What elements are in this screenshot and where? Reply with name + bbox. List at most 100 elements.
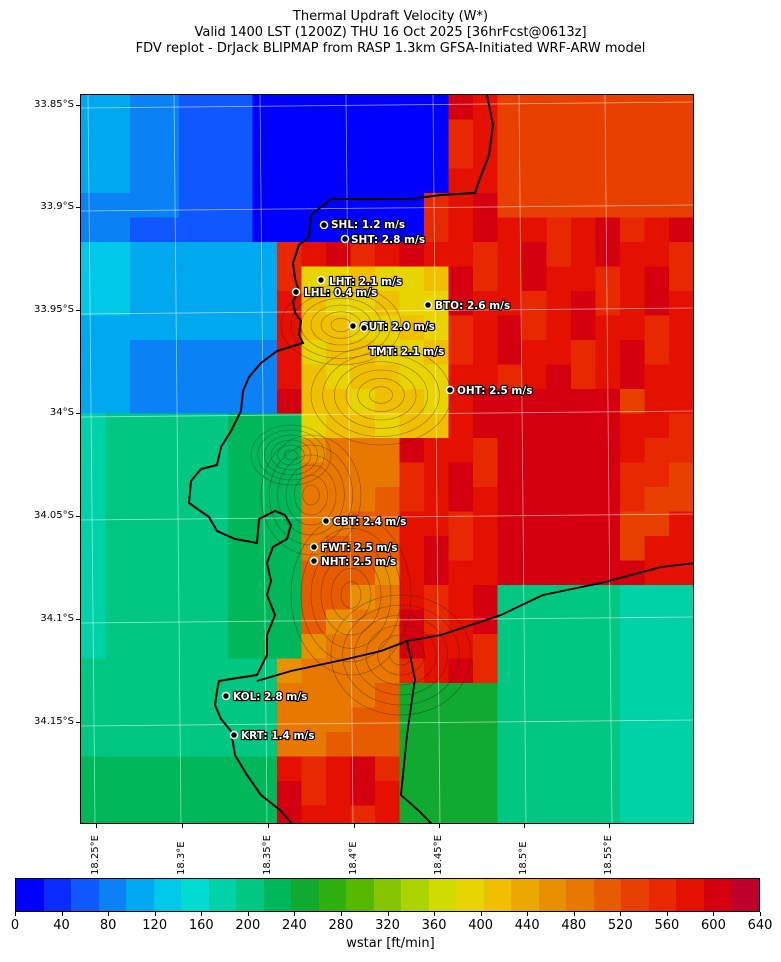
heatmap-cell <box>375 193 400 218</box>
longitude-tick <box>96 824 97 828</box>
heatmap-cell <box>497 560 523 586</box>
site-marker-kol[interactable] <box>221 691 231 701</box>
heatmap-cell <box>644 144 670 169</box>
site-marker-tmt[interactable] <box>359 323 369 333</box>
colorbar-swatch <box>648 879 678 911</box>
heatmap-cell <box>694 757 695 782</box>
heatmap-cell <box>105 683 131 708</box>
heatmap-cell <box>497 609 523 635</box>
heatmap-cell <box>497 364 523 390</box>
colorbar-swatch <box>291 879 320 911</box>
heatmap-cell <box>399 707 425 733</box>
heatmap-cell <box>130 560 155 586</box>
site-marker-krt[interactable] <box>229 730 239 740</box>
heatmap-cell <box>620 315 645 341</box>
site-marker-fwt[interactable] <box>309 542 319 552</box>
heatmap-cell <box>644 487 670 512</box>
heatmap-cell <box>669 634 693 659</box>
heatmap-cell <box>130 266 155 292</box>
latitude-tick <box>76 619 80 620</box>
heatmap-cell <box>620 634 645 659</box>
heatmap-cell <box>154 536 180 561</box>
map-plot-area[interactable]: SHL: 1.2 m/s SHT: 2.8 m/s LHT: 2.1 m/s LHL:… <box>80 94 694 824</box>
heatmap-cell <box>448 536 474 561</box>
heatmap-cell <box>179 315 204 341</box>
heatmap-cell <box>448 732 474 757</box>
heatmap-cell <box>620 291 645 316</box>
heatmap-cell <box>669 462 693 488</box>
heatmap-cell <box>595 585 621 610</box>
heatmap-cell <box>375 438 400 463</box>
heatmap-cell <box>179 364 204 390</box>
heatmap-cell <box>497 511 523 537</box>
heatmap-cell <box>375 266 400 292</box>
heatmap-cell <box>399 438 425 463</box>
heatmap-cell <box>203 291 229 316</box>
heatmap-cell <box>644 168 670 194</box>
heatmap-cell <box>620 242 645 267</box>
site-marker-cbt[interactable] <box>321 516 331 526</box>
heatmap-cell <box>694 144 695 169</box>
heatmap-cell <box>522 756 547 782</box>
heatmap-cell <box>694 683 695 708</box>
heatmap-cell <box>571 291 596 316</box>
heatmap-cell <box>399 536 425 561</box>
latitude-tick-label: 34.05°S <box>34 510 74 521</box>
heatmap-cell <box>228 609 253 635</box>
site-marker-nht[interactable] <box>309 556 319 566</box>
colorbar-swatch <box>71 879 100 911</box>
heatmap-cell <box>473 438 498 463</box>
heatmap-cell <box>350 462 376 488</box>
terrain-contour <box>302 484 320 506</box>
heatmap-cell <box>350 805 376 823</box>
heatmap-cell <box>473 536 498 561</box>
heatmap-cell <box>252 487 278 512</box>
heatmap-cell <box>669 585 693 610</box>
heatmap-cell <box>130 462 155 488</box>
heatmap-cell <box>179 242 204 267</box>
heatmap-cell <box>350 585 376 610</box>
heatmap-cell <box>473 413 498 439</box>
site-marker-sht[interactable] <box>340 234 350 244</box>
heatmap-cell <box>571 756 596 782</box>
heatmap-cell <box>399 487 425 512</box>
heatmap-cell <box>620 585 645 610</box>
heatmap-cell <box>473 805 498 823</box>
heatmap-cell <box>252 462 278 488</box>
heatmap-cell <box>620 707 645 733</box>
heatmap-cell <box>644 462 670 488</box>
heatmap-cell <box>277 756 302 782</box>
heatmap-cell <box>81 340 106 365</box>
heatmap-cell <box>81 462 106 488</box>
heatmap-cell <box>154 732 180 757</box>
heatmap-cell <box>399 144 425 169</box>
colorbar-tick-label: 120 <box>142 918 168 933</box>
longitude-gridline <box>432 95 441 823</box>
heatmap-cell <box>105 266 131 292</box>
site-marker-lhl[interactable] <box>291 287 301 297</box>
colorbar-tick-label: 80 <box>99 918 117 933</box>
heatmap-cell <box>375 340 400 365</box>
heatmap-cell <box>154 144 180 169</box>
heatmap-cell <box>228 560 253 586</box>
site-marker-bto[interactable] <box>423 300 433 310</box>
heatmap-cell <box>301 805 327 823</box>
heatmap-cell <box>105 781 131 806</box>
heatmap-cell <box>154 315 180 341</box>
heatmap-cell <box>694 438 695 463</box>
heatmap-cell <box>179 781 204 806</box>
site-marker-lht[interactable] <box>316 275 326 285</box>
site-marker-oht[interactable] <box>445 385 455 395</box>
heatmap-cell <box>301 438 327 463</box>
heatmap-cell <box>694 659 695 684</box>
heatmap-cell <box>301 585 327 610</box>
terrain-contour <box>345 369 417 421</box>
heatmap-cell <box>81 168 106 194</box>
heatmap-cell <box>694 389 695 414</box>
heatmap-cell <box>326 242 351 267</box>
site-marker-gut[interactable] <box>348 321 358 331</box>
heatmap-cell <box>350 340 376 365</box>
heatmap-cell <box>130 732 155 757</box>
site-marker-shl[interactable] <box>319 220 329 230</box>
heatmap-cell <box>179 291 204 316</box>
